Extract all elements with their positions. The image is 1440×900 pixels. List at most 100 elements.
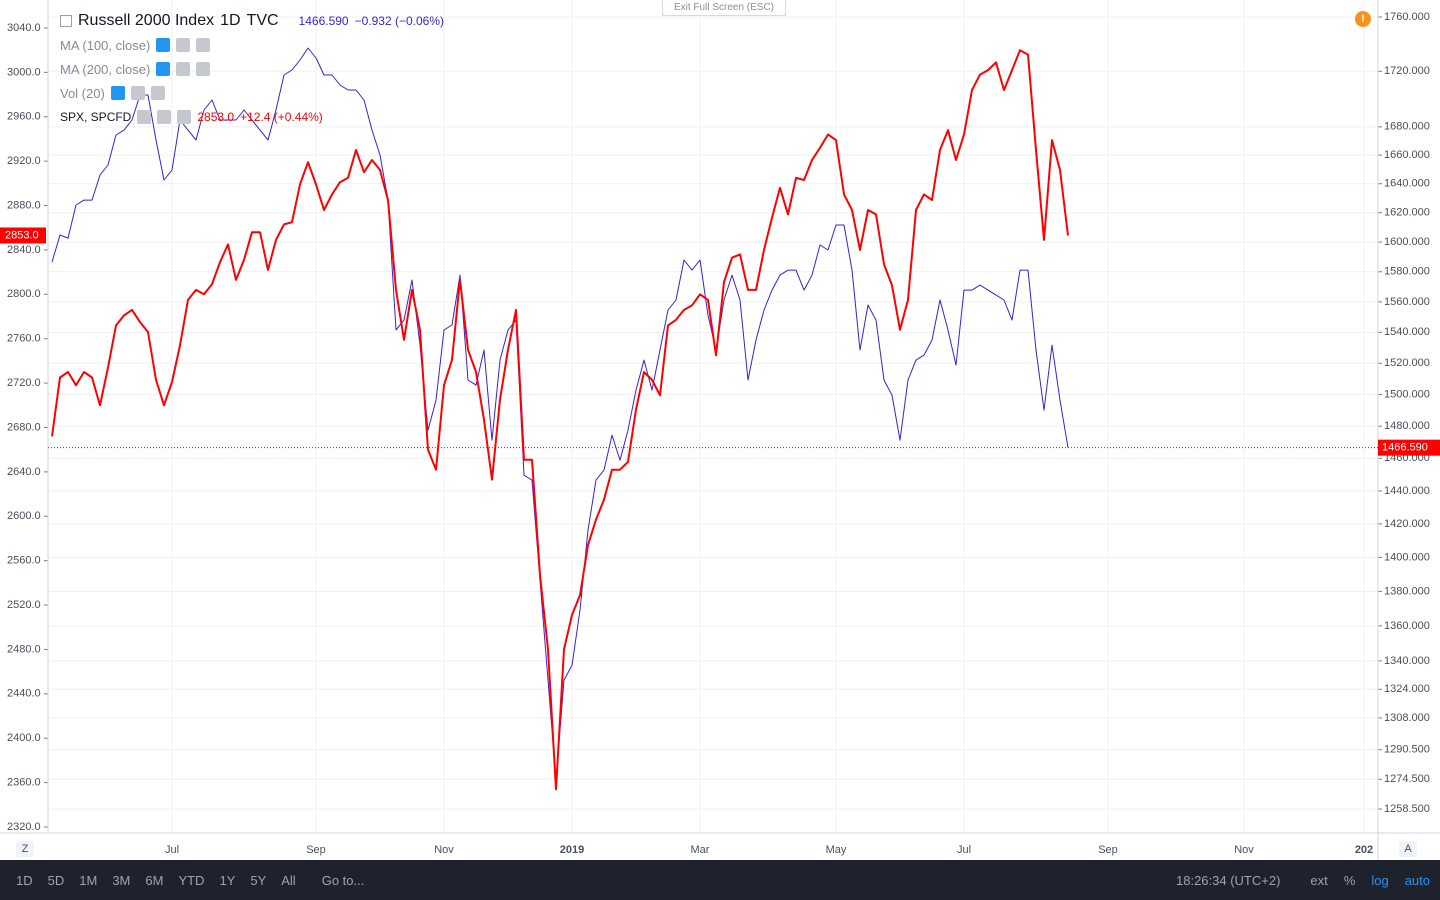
x-tick-label: Mar — [691, 844, 710, 856]
legend-exchange: TVC — [246, 12, 279, 29]
collapse-box[interactable] — [60, 15, 72, 27]
x-tick-label: Jul — [165, 844, 179, 856]
warning-icon[interactable]: ! — [1355, 11, 1371, 27]
clock: 18:26:34 (UTC+2) — [1176, 872, 1281, 888]
x-tick-label: Sep — [306, 844, 326, 856]
indicator-row: MA (100, close) — [60, 33, 444, 57]
y2-tick-label: 1290.500 — [1384, 744, 1430, 756]
scale-button[interactable] — [1399, 841, 1417, 857]
range-button[interactable]: 5Y — [250, 872, 267, 888]
y-tick-label: 2440.0 — [7, 688, 41, 700]
y2-tick-label: 1560.000 — [1384, 296, 1430, 308]
legend: Russell 2000 Index 1D TVC 1466.590 −0.93… — [60, 9, 444, 129]
indicator-list: MA (100, close) MA (200, close) Vol (20) — [60, 33, 444, 105]
range-button[interactable]: 6M — [145, 872, 164, 888]
close-icon[interactable] — [196, 38, 211, 52]
range-button[interactable]: 1D — [16, 872, 33, 888]
goto-button[interactable]: Go to... — [321, 872, 365, 888]
x-tick-label: Nov — [434, 844, 454, 856]
x-tick-label: 2019 — [560, 844, 584, 856]
legend-series: SPX, SPCFD — [60, 110, 132, 124]
eye-icon[interactable] — [110, 86, 125, 100]
y2-tick-label: 1500.000 — [1384, 388, 1430, 400]
y-tick-label: 2480.0 — [7, 643, 41, 655]
y-tick-label: 2960.0 — [7, 111, 41, 123]
legend-series: Russell 2000 Index — [78, 12, 215, 29]
eye-icon[interactable] — [137, 110, 152, 124]
range-button[interactable]: 5D — [47, 872, 65, 888]
y2-tick-label: 1600.000 — [1384, 236, 1430, 248]
exit-fullscreen[interactable]: Exit Full Screen (ESC) — [662, 0, 786, 16]
price-tag-label: 1466.590 — [1382, 442, 1428, 454]
gear-icon[interactable] — [157, 110, 172, 124]
close-icon[interactable] — [150, 86, 165, 100]
y-tick-label: 2680.0 — [7, 421, 41, 433]
legend-last: 1466.590 — [298, 14, 349, 28]
y-tick-label: 2600.0 — [7, 510, 41, 522]
y2-tick-label: 1520.000 — [1384, 357, 1430, 369]
y2-tick-label: 1440.000 — [1384, 485, 1430, 497]
indicator-row: Vol (20) — [60, 81, 444, 105]
y-tick-label: 2560.0 — [7, 555, 41, 567]
y-tick-label: 2880.0 — [7, 199, 41, 211]
eye-icon[interactable] — [156, 38, 171, 52]
y2-tick-label: 1258.500 — [1384, 803, 1430, 815]
range-button[interactable]: 1Y — [219, 872, 236, 888]
legend-change: +12.4 (+0.44%) — [240, 110, 323, 124]
range-button[interactable]: 3M — [112, 872, 131, 888]
x-tick-label: Sep — [1098, 844, 1118, 856]
x-tick-label: Jul — [957, 844, 971, 856]
toggle-button[interactable]: auto — [1404, 872, 1430, 888]
close-icon[interactable] — [177, 110, 192, 124]
y-tick-label: 2800.0 — [7, 288, 41, 300]
y-tick-label: 2400.0 — [7, 732, 41, 744]
price-tag — [0, 227, 46, 244]
y-tick-label: 2720.0 — [7, 377, 41, 389]
y2-tick-label: 1660.000 — [1384, 149, 1430, 161]
y-tick-label: 2640.0 — [7, 466, 41, 478]
legend-change: −0.932 (−0.06%) — [354, 14, 445, 28]
range-button[interactable]: All — [281, 872, 296, 888]
gear-icon[interactable] — [130, 86, 145, 100]
y2-tick-label: 1540.000 — [1384, 326, 1430, 338]
legend-last: 2853.0 — [197, 110, 235, 124]
toggle-button[interactable]: log — [1371, 872, 1389, 888]
gear-icon[interactable] — [176, 38, 191, 52]
y2-tick-label: 1580.000 — [1384, 266, 1430, 278]
scale-button-label: A — [1404, 843, 1412, 855]
series-line — [51, 49, 1069, 791]
y2-tick-label: 1308.000 — [1384, 712, 1430, 724]
scale-button[interactable] — [16, 841, 34, 857]
close-icon[interactable] — [196, 62, 211, 76]
price-tag — [1378, 439, 1440, 456]
bottom-toolbar: 1D 5D 1M 3M 6M YTD 1Y 5Y All Go to... 18:26:34 (UT… — [0, 860, 1440, 900]
y2-tick-label: 1274.500 — [1384, 773, 1430, 785]
range-button[interactable]: 1M — [79, 872, 98, 888]
range-button[interactable]: YTD — [178, 872, 205, 888]
indicator-label: MA (200, close) — [60, 61, 151, 77]
y2-tick-label: 1324.000 — [1384, 683, 1430, 695]
price-tag-label: 2853.0 — [5, 229, 39, 241]
gear-icon[interactable] — [176, 62, 191, 76]
legend-main: Russell 2000 Index 1D TVC 1466.590 −0.93… — [60, 9, 444, 33]
y-tick-label: 2320.0 — [7, 821, 41, 833]
toggle-button[interactable]: ext — [1310, 872, 1328, 888]
y2-tick-label: 1380.000 — [1384, 585, 1430, 597]
y2-tick-label: 1760.000 — [1384, 11, 1430, 23]
x-tick-label: May — [826, 844, 847, 856]
y-tick-label: 3040.0 — [7, 22, 41, 34]
indicator-row: MA (200, close) — [60, 57, 444, 81]
y2-tick-label: 1400.000 — [1384, 551, 1430, 563]
eye-icon[interactable] — [156, 62, 171, 76]
y2-tick-label: 1360.000 — [1384, 620, 1430, 632]
scale-button-label: Z — [22, 843, 29, 855]
x-tick-label: 202 — [1355, 844, 1373, 856]
y2-tick-label: 1620.000 — [1384, 207, 1430, 219]
y2-tick-label: 1720.000 — [1384, 65, 1430, 77]
y-tick-label: 2760.0 — [7, 333, 41, 345]
y-tick-label: 2520.0 — [7, 599, 41, 611]
y-tick-label: 2840.0 — [7, 244, 41, 256]
indicator-label: MA (100, close) — [60, 37, 151, 53]
toggle-button[interactable]: % — [1343, 872, 1356, 888]
